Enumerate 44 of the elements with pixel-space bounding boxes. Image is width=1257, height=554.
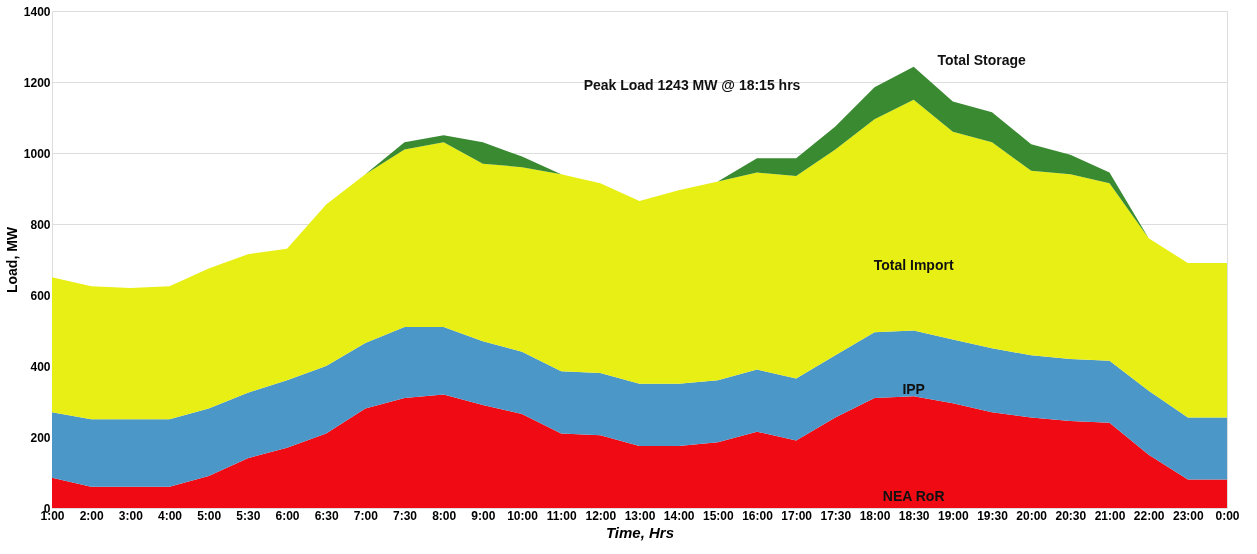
x-tick-label: 15:00 <box>702 508 734 523</box>
y-tick-label: 800 <box>30 217 51 232</box>
x-tick-label: 13:00 <box>624 508 656 523</box>
y-axis-title: Load, MW <box>3 226 20 294</box>
x-tick-label: 17:30 <box>820 508 852 523</box>
x-tick-label: 16:00 <box>742 508 774 523</box>
x-tick-label: 19:30 <box>977 508 1009 523</box>
series-label: NEA RoR <box>882 487 945 504</box>
y-tick-label: 200 <box>30 430 51 445</box>
annotation: Peak Load 1243 MW @ 18:15 hrs <box>583 77 801 93</box>
y-tick-label: 1000 <box>23 146 51 161</box>
x-tick-label: 9:00 <box>471 508 496 523</box>
series-label: Total Storage <box>937 51 1027 68</box>
x-tick-label: 14:00 <box>663 508 695 523</box>
x-tick-label: 0:00 <box>1215 508 1240 523</box>
x-tick-label: 8:00 <box>432 508 457 523</box>
x-tick-label: 6:00 <box>275 508 300 523</box>
x-tick-label: 20:00 <box>1016 508 1048 523</box>
x-tick-label: 20:30 <box>1055 508 1087 523</box>
y-tick-label: 600 <box>30 288 51 303</box>
x-tick-label: 4:00 <box>157 508 183 523</box>
x-tick-label: 11:00 <box>546 508 578 523</box>
x-tick-label: 6:30 <box>314 508 339 523</box>
x-tick-label: 12:00 <box>585 508 617 523</box>
y-tick-label: 1400 <box>23 4 51 19</box>
x-tick-label: 7:30 <box>392 508 418 523</box>
x-tick-label: 5:30 <box>236 508 261 523</box>
y-tick-label: 400 <box>30 359 51 374</box>
series-label: Total Import <box>873 256 954 273</box>
x-tick-label: 18:00 <box>859 508 891 523</box>
x-tick-label: 17:00 <box>781 508 813 523</box>
x-tick-label: 19:00 <box>937 508 969 523</box>
x-tick-label: 3:00 <box>118 508 144 523</box>
x-tick-label: 22:00 <box>1133 508 1165 523</box>
y-tick-label: 1200 <box>23 75 51 90</box>
x-tick-label: 23:00 <box>1172 508 1204 523</box>
x-axis-title: Time, Hrs <box>605 523 675 541</box>
x-tick-label: 10:00 <box>507 508 539 523</box>
x-tick-label: 5:00 <box>197 508 222 523</box>
x-tick-label: 7:00 <box>353 508 379 523</box>
x-tick-label: 2:00 <box>79 508 104 523</box>
series-label: IPP <box>902 380 925 397</box>
x-tick-label: 21:00 <box>1094 508 1126 523</box>
x-tick-label: 18:30 <box>898 508 930 523</box>
